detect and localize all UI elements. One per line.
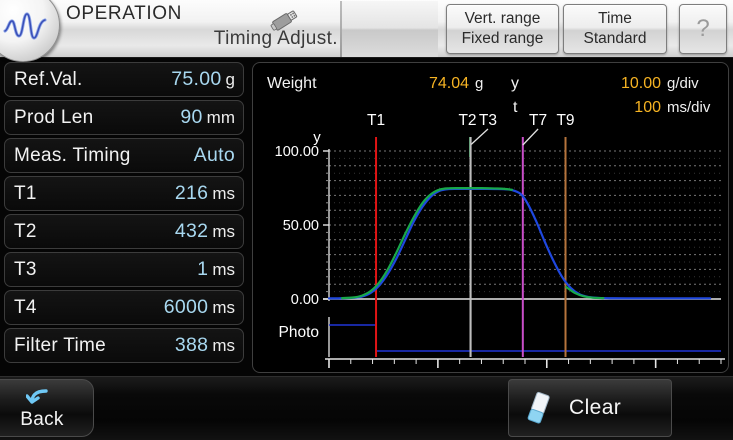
param-row-prod-len[interactable]: Prod Len 90 mm	[4, 100, 244, 135]
page-title: OPERATION	[66, 3, 182, 24]
x-tick-label: 1000	[529, 372, 565, 373]
photo-trace	[329, 324, 721, 352]
photo-label: Photo	[278, 324, 319, 341]
param-unit: ms	[212, 260, 235, 279]
question-mark-icon: ?	[696, 15, 710, 43]
param-label: Meas. Timing	[14, 144, 131, 166]
x-tick-label: 500	[425, 372, 452, 373]
param-row-ref-val[interactable]: Ref.Val. 75.00 g	[4, 62, 244, 97]
param-label: Prod Len	[14, 106, 94, 128]
t-axis-symbol: t	[513, 99, 518, 116]
cursor-label-T3: T3	[479, 112, 497, 129]
page-subtitle: Timing Adjust.	[213, 28, 338, 49]
waveform-icon	[3, 12, 47, 40]
param-label: Ref.Val.	[14, 68, 83, 90]
cursor-label-T7: T7	[529, 112, 547, 129]
y-scale-unit: g/div	[667, 75, 699, 92]
param-unit: ms	[212, 184, 235, 203]
vert-range-button[interactable]: Vert. range Fixed range	[446, 4, 559, 54]
usb-memory-icon	[270, 10, 298, 31]
weight-value: 74.04	[428, 75, 469, 92]
cursor-label-T9: T9	[556, 112, 574, 129]
y-axis-symbol: y	[511, 75, 519, 92]
cursor-label-T1: T1	[367, 112, 385, 129]
param-value: 75.00	[171, 68, 222, 90]
param-unit: g	[225, 70, 235, 89]
param-row-t4[interactable]: T4 6000 ms	[4, 290, 244, 325]
title-secondary-panel	[342, 1, 438, 57]
bottom-bar: Back Clear	[0, 376, 733, 440]
param-label: Filter Time	[14, 334, 106, 356]
weight-label: Weight	[267, 75, 317, 92]
param-value: 90	[180, 106, 203, 128]
time-line2: Standard	[583, 30, 647, 47]
vert-range-line2: Fixed range	[461, 30, 544, 47]
x-tick-label: 0	[325, 372, 334, 373]
trace-weight-trace	[327, 187, 712, 300]
param-label: T2	[14, 220, 37, 242]
param-unit: ms	[212, 336, 235, 355]
t-scale-unit: ms/div	[667, 99, 711, 116]
x-tick-label: 1500	[638, 372, 674, 373]
param-value: 216	[174, 182, 209, 204]
trace-reference-tail	[565, 286, 605, 300]
title-bar: OPERATION Timing Adjust. Vert. range Fix…	[0, 0, 733, 62]
time-line1: Time	[598, 9, 632, 27]
param-label: T1	[14, 182, 37, 204]
cursor-leader-T7	[522, 128, 539, 146]
param-row-t2[interactable]: T2 432 ms	[4, 214, 244, 249]
help-button[interactable]: ?	[679, 4, 727, 54]
param-unit: ms	[212, 222, 235, 241]
param-unit: ms	[212, 298, 235, 317]
graph-panel[interactable]: Weight 74.04 g y t 10.00 g/div 100 ms/di…	[252, 62, 729, 373]
back-label: Back	[20, 409, 64, 430]
param-label: T4	[14, 296, 37, 318]
clear-button[interactable]: Clear	[508, 379, 672, 437]
home-logo-button[interactable]	[0, 0, 60, 62]
param-value: Auto	[193, 144, 235, 166]
eraser-icon	[527, 391, 550, 424]
param-row-meas-timing[interactable]: Meas. Timing Auto	[4, 138, 244, 173]
param-value: 432	[174, 220, 209, 242]
y-tick-label: 100.00	[275, 144, 319, 160]
x-axis-label: t	[723, 372, 728, 373]
param-value: 6000	[163, 296, 209, 318]
cursor-label-T2: T2	[458, 112, 476, 129]
y-axis-label: y	[313, 129, 321, 146]
trace-reference-trace	[340, 187, 514, 300]
param-row-t3[interactable]: T3 1 ms	[4, 252, 244, 287]
title-divider	[340, 1, 342, 57]
param-label: T3	[14, 258, 37, 280]
param-row-t1[interactable]: T1 216 ms	[4, 176, 244, 211]
back-arrow-icon	[26, 389, 48, 404]
vert-range-line1: Vert. range	[464, 9, 541, 27]
cursor-leader-T3	[470, 128, 489, 146]
y-scale-value: 10.00	[620, 75, 661, 92]
t-scale-value: 100	[634, 99, 661, 116]
time-mode-button[interactable]: Time Standard	[563, 4, 667, 54]
y-tick-label: 50.00	[283, 218, 319, 234]
param-value: 388	[174, 334, 209, 356]
y-tick-label: 0.00	[291, 292, 319, 308]
param-value: 1	[197, 258, 209, 280]
waveform-plot[interactable]: 0.0050.00100.00yPhoto050010001500tT1T2T3…	[253, 63, 729, 373]
param-row-filter-time[interactable]: Filter Time 388 ms	[4, 328, 244, 363]
param-unit: mm	[206, 108, 235, 127]
parameter-list: Ref.Val. 75.00 g Prod Len 90 mm Meas. Timing Au…	[4, 62, 244, 366]
weight-unit: g	[475, 75, 484, 92]
back-button[interactable]: Back	[0, 379, 94, 437]
clear-label: Clear	[569, 396, 622, 419]
